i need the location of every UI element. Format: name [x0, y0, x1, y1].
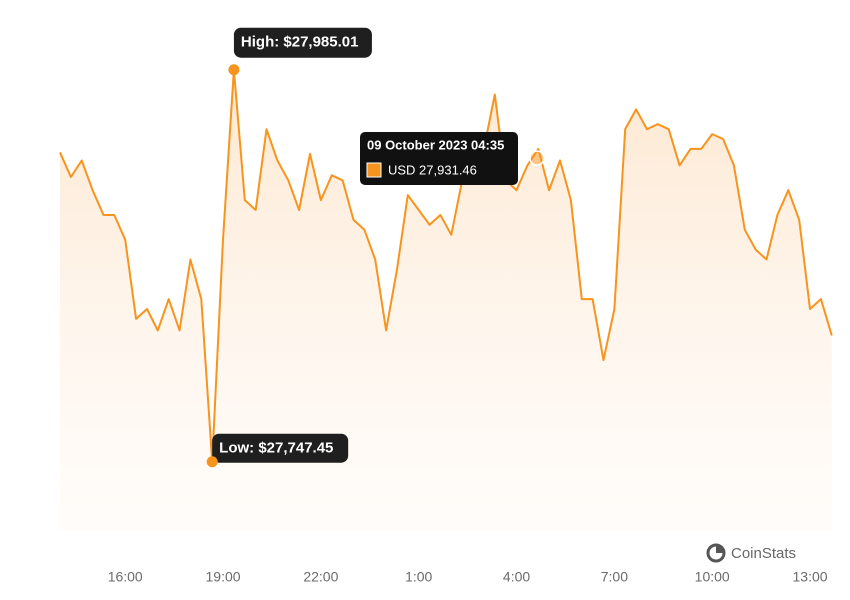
high-point — [228, 64, 240, 76]
tooltip-value: USD 27,931.46 — [388, 162, 477, 177]
low-label-box — [212, 433, 349, 463]
high-label-box — [233, 27, 372, 58]
tooltip-title: 09 October 2023 04:35 — [367, 137, 504, 152]
hover-point — [529, 150, 545, 166]
price-line — [59, 68, 833, 463]
x-tick-label: 10:00 — [695, 569, 730, 585]
tooltip-box — [360, 132, 518, 185]
x-tick-label: 22:00 — [303, 569, 338, 585]
watermark-text: CoinStats — [731, 545, 796, 562]
x-tick-label: 7:00 — [601, 569, 628, 585]
x-tick-label: 4:00 — [503, 569, 530, 585]
x-tick-label: 19:00 — [206, 569, 241, 585]
area — [60, 69, 832, 530]
low-label: Low: $27,747.45 — [219, 440, 333, 457]
watermark: CoinStats — [706, 543, 796, 563]
tooltip-swatch — [366, 162, 382, 178]
x-tick-label: 13:00 — [793, 569, 828, 585]
x-tick-label: 16:00 — [108, 569, 143, 585]
x-tick-label: 1:00 — [405, 569, 432, 585]
low-point — [206, 456, 218, 468]
high-label: High: $27,985.01 — [241, 34, 359, 51]
